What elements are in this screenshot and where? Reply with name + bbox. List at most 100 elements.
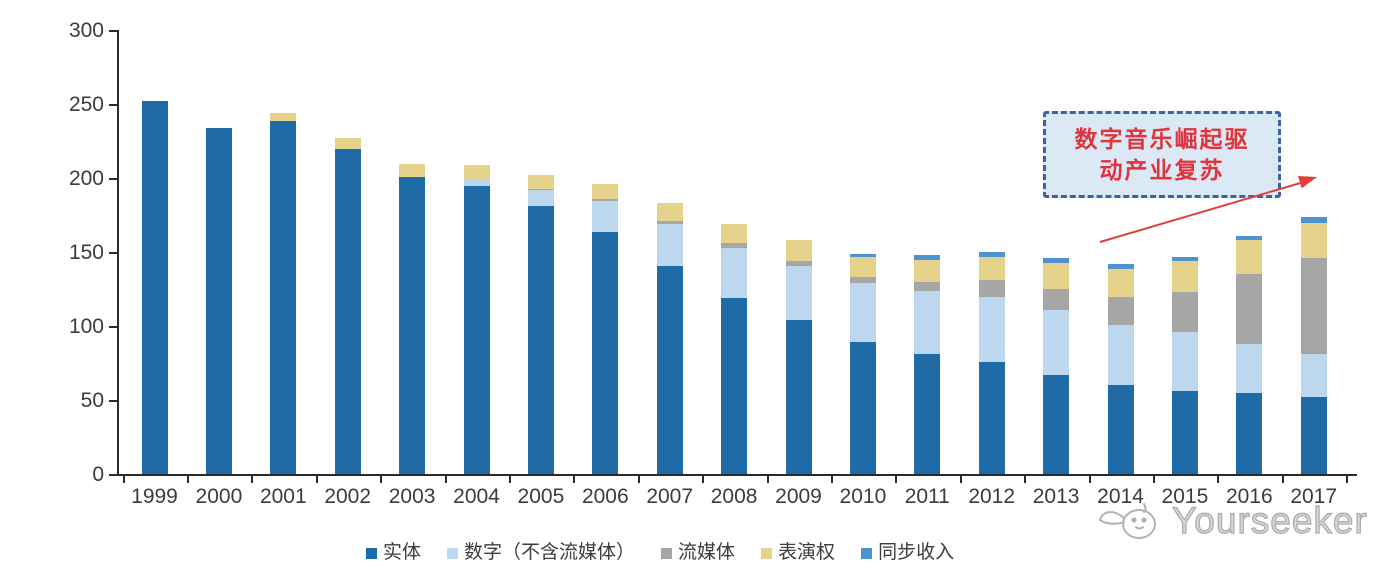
y-label-100: 100 (68, 314, 104, 338)
bar-2012 (978, 31, 1005, 474)
segment-physical (721, 298, 748, 474)
x-axis-tick (1217, 476, 1220, 483)
segment-digital (1171, 332, 1198, 392)
legend-item-digital: 数字（不含流媒体） (447, 542, 635, 564)
x-label-2011: 2011 (904, 485, 950, 508)
segment-physical (527, 206, 554, 474)
segment-physical (141, 101, 168, 474)
y-label-300: 300 (68, 19, 104, 42)
segment-physical (1107, 385, 1134, 474)
segment-performance (334, 138, 361, 149)
x-axis-tick (122, 476, 125, 483)
segment-streaming (1300, 258, 1327, 355)
x-label-2010: 2010 (839, 485, 887, 508)
segment-streaming (1107, 296, 1134, 325)
legend-label-performance: 表演权 (778, 542, 836, 563)
segment-digital (1107, 324, 1134, 386)
legend-label-physical: 实体 (383, 542, 422, 563)
x-label-2017: 2017 (1290, 485, 1338, 508)
segment-streaming (785, 261, 812, 266)
x-axis-tick (1346, 476, 1349, 483)
bar-2010 (849, 31, 876, 474)
segment-physical (785, 320, 812, 474)
legend-label-digital: 数字（不含流媒体） (464, 542, 636, 563)
x-axis-tick (637, 476, 640, 483)
x-label-2004: 2004 (453, 485, 500, 508)
x-axis-tick (186, 476, 189, 483)
segment-performance (592, 184, 619, 200)
y-axis-tick (109, 103, 117, 106)
x-label-2007: 2007 (646, 485, 694, 508)
x-axis-tick (444, 476, 447, 483)
y-axis-tick (109, 177, 117, 180)
segment-sync (978, 252, 1005, 257)
segment-streaming (721, 243, 748, 248)
segment-streaming (978, 280, 1005, 297)
segment-physical (334, 148, 361, 474)
y-label-200: 200 (68, 166, 104, 190)
segment-streaming (1043, 289, 1070, 310)
x-axis-tick (830, 476, 833, 483)
segment-performance (1107, 268, 1134, 297)
segment-performance (1236, 240, 1263, 275)
bar-2002 (334, 31, 361, 474)
y-label-0: 0 (92, 462, 104, 486)
bar-2013 (1043, 31, 1070, 474)
x-label-2009: 2009 (775, 485, 822, 508)
segment-performance (914, 259, 941, 282)
legend-swatch-performance (761, 547, 773, 559)
segment-physical (656, 265, 683, 474)
x-axis-tick (1088, 476, 1091, 483)
bar-2003 (399, 31, 426, 474)
segment-sync (1107, 264, 1134, 269)
bar-2000 (205, 31, 232, 474)
segment-physical (463, 185, 490, 474)
segment-sync (914, 255, 941, 260)
segment-digital (1236, 343, 1263, 393)
x-label-2006: 2006 (581, 485, 629, 508)
y-axis-tick (109, 30, 117, 32)
bar-1999 (141, 31, 168, 474)
legend: 实体 数字（不含流媒体） 流媒体 表演权 同步收入 (366, 542, 954, 564)
y-axis-tick (109, 473, 117, 476)
x-label-2014: 2014 (1097, 485, 1144, 508)
x-label-2016: 2016 (1225, 485, 1273, 508)
legend-item-sync: 同步收入 (861, 542, 954, 564)
segment-digital (978, 296, 1005, 362)
x-axis-tick (315, 476, 318, 483)
segment-performance (1043, 262, 1070, 290)
legend-label-sync: 同步收入 (878, 542, 955, 563)
segment-physical (592, 231, 619, 474)
segment-streaming (527, 188, 554, 191)
segment-digital (527, 190, 554, 207)
x-label-2001: 2001 (259, 485, 307, 508)
x-label-2013: 2013 (1032, 485, 1080, 508)
segment-digital (1300, 354, 1327, 398)
legend-swatch-sync (861, 547, 873, 559)
bar-2007 (656, 31, 683, 474)
annotation-callout: 数字音乐崛起驱 动产业复苏 (1043, 111, 1281, 198)
annotation-text-line1: 数字音乐崛起驱 (1074, 125, 1250, 152)
segment-physical (1236, 392, 1263, 474)
segment-performance (785, 240, 812, 262)
legend-item-performance: 表演权 (761, 542, 835, 564)
x-axis-tick (895, 476, 898, 483)
segment-physical (1171, 391, 1198, 474)
plot-area (118, 31, 1351, 474)
legend-label-streaming: 流媒体 (678, 542, 736, 563)
segment-performance (463, 165, 490, 180)
bar-2014 (1107, 31, 1134, 474)
x-axis-tick (1152, 476, 1155, 483)
bar-2001 (270, 31, 297, 474)
legend-item-streaming: 流媒体 (661, 542, 735, 564)
segment-physical (205, 128, 232, 474)
bar-2011 (914, 31, 941, 474)
x-axis-tick (573, 476, 576, 483)
segment-digital (592, 200, 619, 232)
segment-streaming (1236, 274, 1263, 344)
segment-digital (463, 179, 490, 186)
x-label-1999: 1999 (131, 485, 178, 508)
x-label-2005: 2005 (517, 485, 565, 508)
x-axis-tick (508, 476, 511, 483)
segment-performance (1300, 222, 1327, 259)
